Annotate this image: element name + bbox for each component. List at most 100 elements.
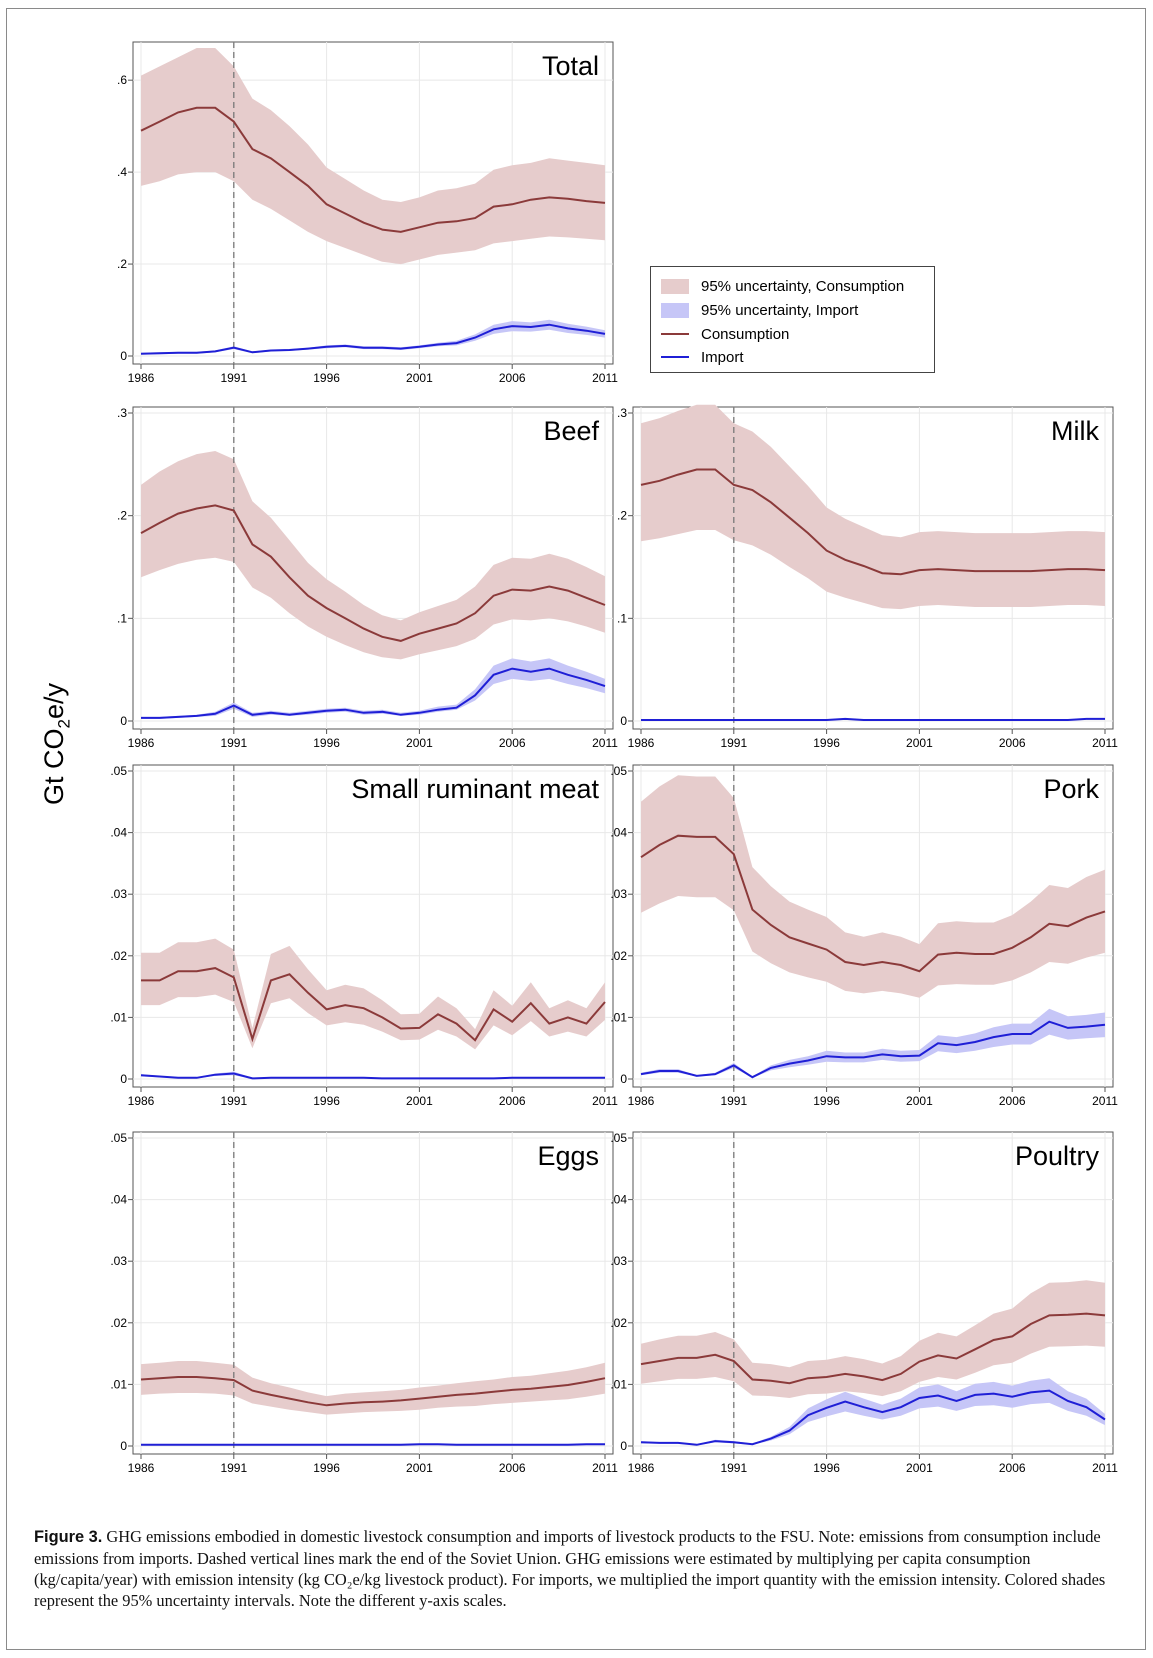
- panel-title: Total: [542, 51, 599, 81]
- y-tick-label: .1: [117, 611, 127, 625]
- x-tick-label: 1991: [720, 736, 747, 750]
- y-tick-label: .02: [610, 949, 627, 963]
- x-tick-label: 1991: [720, 1094, 747, 1108]
- x-tick-label: 2011: [1092, 1461, 1118, 1475]
- x-tick-label: 1996: [813, 1461, 840, 1475]
- legend-label: Import: [701, 348, 744, 366]
- consumption-line: [640, 1312, 1106, 1385]
- y-tick-label: .03: [610, 887, 627, 901]
- legend-item-import: Import: [661, 346, 744, 368]
- y-tick-label: .3: [617, 406, 627, 420]
- x-tick-label: 1996: [313, 1094, 340, 1108]
- panel-title: Milk: [1051, 416, 1099, 446]
- y-tick-label: .05: [110, 764, 127, 778]
- legend-item-consumption: Consumption: [661, 323, 789, 345]
- y-tick-label: .01: [110, 1010, 127, 1024]
- panel-eggs: 0 .01 .02 .03 .04 .05 1986 1991 1996 2001 2006 2011…: [110, 1131, 618, 1475]
- y-tick-label: 0: [120, 349, 127, 363]
- y-tick-label: .03: [110, 887, 127, 901]
- legend-label: Consumption: [701, 325, 790, 343]
- import-line: [140, 1072, 605, 1080]
- y-tick-label: .6: [117, 73, 127, 87]
- x-tick-label: 2011: [592, 371, 618, 385]
- y-tick-label: .04: [110, 826, 127, 840]
- panel-poultry: 0 .01 .02 .03 .04 .05 1986 1991 1996 2001 2006 2011…: [610, 1131, 1118, 1475]
- import-line: [641, 717, 1105, 721]
- consumption-band: [641, 1280, 1105, 1398]
- x-tick-label: 1991: [220, 1094, 247, 1108]
- y-tick-label: 0: [120, 714, 127, 728]
- y-tick-label: .03: [110, 1254, 127, 1268]
- x-tick-label: 2001: [406, 736, 433, 750]
- x-tick-label: 1991: [720, 1461, 747, 1475]
- y-tick-label: .05: [110, 1131, 127, 1145]
- consumption-line: [140, 504, 606, 642]
- x-tick-label: 2006: [999, 736, 1026, 750]
- y-tick-label: .01: [610, 1377, 627, 1391]
- y-tick-label: .05: [610, 764, 627, 778]
- y-tick-label: .2: [117, 257, 127, 271]
- panel-beef: 0 .1 .2 .3 1986 1991 1996 2001 2006 2011 Beef: [117, 406, 618, 750]
- panel-title: Eggs: [537, 1141, 599, 1171]
- y-tick-label: .02: [110, 949, 127, 963]
- y-tick-label: .01: [610, 1010, 627, 1024]
- x-tick-label: 2006: [499, 1461, 526, 1475]
- x-tick-label: 2001: [906, 1094, 933, 1108]
- x-tick-label: 2011: [1092, 736, 1118, 750]
- panel-title: Small ruminant meat: [351, 774, 599, 804]
- x-tick-label: 2011: [592, 1461, 618, 1475]
- consumption-band: [641, 404, 1105, 610]
- consumption-band: [141, 1361, 605, 1415]
- consumption-line: [140, 1376, 606, 1407]
- y-axis-label-main: Gt CO: [39, 728, 69, 805]
- x-tick-label: 2001: [406, 1461, 433, 1475]
- figure-frame: [6, 8, 1146, 1650]
- y-tick-label: .04: [610, 1193, 627, 1207]
- consumption-band: [641, 775, 1105, 998]
- x-tick-label: 2006: [499, 736, 526, 750]
- x-tick-label: 1986: [628, 1461, 655, 1475]
- x-tick-label: 1986: [128, 1094, 155, 1108]
- figure-panels: 0 .2 .4 .6 1986 1991 1996 2001 2006 2011 Total 0 .1.…: [110, 41, 1118, 1475]
- plot-area: [132, 764, 614, 1088]
- y-tick-label: .03: [610, 1254, 627, 1268]
- figure-caption: Figure 3. GHG emissions embodied in dome…: [34, 1526, 1134, 1611]
- x-tick-label: 1996: [813, 1094, 840, 1108]
- x-tick-label: 1986: [128, 371, 155, 385]
- y-tick-label: .02: [610, 1316, 627, 1330]
- import-line: [640, 1389, 1106, 1446]
- x-tick-label: 1996: [313, 1461, 340, 1475]
- consumption-line: [141, 967, 606, 1043]
- import-band: [141, 319, 605, 355]
- caption-label: Figure 3.: [34, 1528, 103, 1546]
- x-tick-label: 2001: [406, 1094, 433, 1108]
- x-tick-label: 2011: [592, 736, 618, 750]
- caption-text: GHG emissions embodied in domestic lives…: [34, 1527, 1106, 1610]
- x-tick-label: 2001: [406, 371, 433, 385]
- y-tick-label: .2: [117, 509, 127, 523]
- x-tick-label: 2006: [999, 1094, 1026, 1108]
- legend-swatch-consumption-band: [661, 278, 689, 294]
- x-tick-label: 2001: [906, 1461, 933, 1475]
- x-tick-label: 2011: [1092, 1094, 1118, 1108]
- panel-milk: 0 .1 .2 .3 1986 1991 1996 2001 2006 2011 Milk: [617, 404, 1118, 750]
- y-axis-label-rest: e/y: [39, 682, 69, 720]
- legend-swatch-import-line: [661, 356, 689, 358]
- x-tick-label: 2001: [906, 736, 933, 750]
- legend-swatch-import-band: [661, 302, 689, 318]
- import-line: [141, 1443, 605, 1446]
- import-line: [141, 667, 606, 719]
- legend-item-import-band: 95% uncertainty, Import: [661, 299, 858, 321]
- y-tick-label: .4: [117, 165, 127, 179]
- y-tick-label: .01: [110, 1377, 127, 1391]
- x-tick-label: 2006: [499, 371, 526, 385]
- import-band: [641, 1008, 1105, 1078]
- panel-pork: 0 .01 .02 .03 .04 .05 1986 1991 1996 2001 2006 2011…: [610, 764, 1118, 1108]
- consumption-line: [640, 834, 1106, 973]
- y-tick-label: .1: [617, 611, 627, 625]
- x-tick-label: 1991: [220, 371, 247, 385]
- y-tick-label: 0: [120, 1072, 127, 1086]
- x-tick-label: 1996: [313, 371, 340, 385]
- import-band: [141, 658, 605, 719]
- legend-label: 95% uncertainty, Import: [701, 301, 859, 319]
